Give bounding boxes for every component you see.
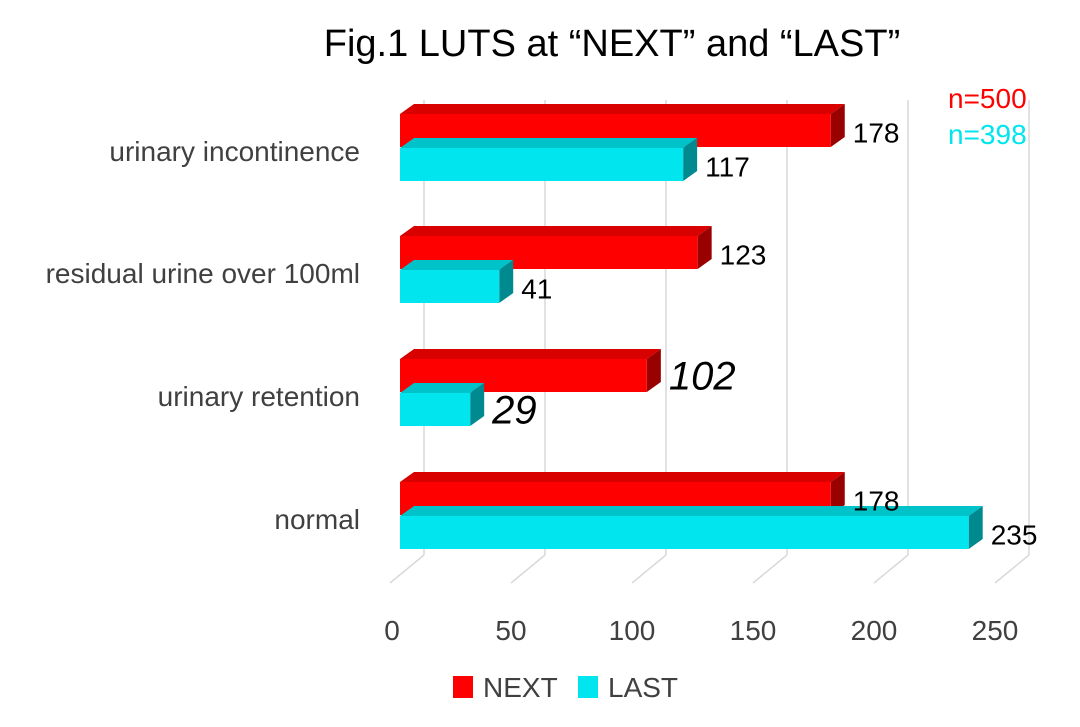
bar-side-last-urinary-retention	[470, 383, 485, 426]
bar-top-next-urinary-incontinence	[400, 104, 845, 114]
bar-side-next-urinary-retention	[646, 349, 661, 392]
floor-line-150	[752, 554, 788, 584]
x-tick-labels: 0 50 100 150 200 250	[384, 615, 1018, 646]
x-tick-250: 250	[972, 615, 1019, 646]
bar-top-next-normal	[400, 472, 845, 482]
bar-top-next-residual-urine-over-100ml	[400, 226, 712, 236]
x-tick-150: 150	[730, 615, 777, 646]
bar-last-urinary-incontinence	[400, 148, 684, 181]
bar-top-last-normal	[400, 506, 983, 516]
bar-top-last-residual-urine-over-100ml	[400, 260, 514, 270]
legend-swatch-next	[453, 676, 473, 698]
bar-side-next-urinary-incontinence	[830, 104, 845, 147]
floor-line-250	[994, 554, 1030, 584]
bars	[400, 104, 983, 549]
bar-last-urinary-retention	[400, 393, 471, 426]
bar-side-next-normal	[830, 472, 845, 515]
annotation-n-398: n=398	[948, 119, 1027, 150]
floor-line-200	[873, 554, 909, 584]
category-label-normal: normal	[274, 504, 360, 535]
floor-line-50	[510, 554, 546, 584]
value-labels: 178 117 123 41 102 29 178 235	[491, 118, 1037, 551]
value-label-last-urinary-incontinence: 117	[705, 152, 750, 183]
bar-top-last-urinary-retention	[400, 383, 485, 393]
legend-swatch-last	[578, 676, 598, 698]
bar-side-last-normal	[968, 506, 983, 549]
value-label-last-normal: 235	[991, 520, 1038, 551]
category-labels: urinary incontinence residual urine over …	[46, 136, 360, 535]
legend: NEXT LAST	[453, 672, 678, 703]
value-label-last-residual-urine-over-100ml: 41	[521, 274, 552, 305]
bar-last-normal	[400, 516, 969, 549]
chart-title: Fig.1 LUTS at “NEXT” and “LAST”	[324, 23, 901, 65]
value-label-next-urinary-retention: 102	[669, 355, 736, 399]
floor-line-0	[389, 554, 425, 584]
value-label-last-urinary-retention: 29	[491, 389, 537, 433]
value-label-next-urinary-incontinence: 178	[853, 118, 900, 149]
bar-last-residual-urine-over-100ml	[400, 270, 500, 303]
value-label-next-normal: 178	[853, 486, 900, 517]
value-label-next-residual-urine-over-100ml: 123	[720, 240, 767, 271]
annotations: n=500 n=398	[948, 83, 1027, 150]
legend-label-next: NEXT	[483, 672, 558, 703]
floor-line-100	[631, 554, 667, 584]
x-tick-50: 50	[495, 615, 526, 646]
legend-label-last: LAST	[608, 672, 678, 703]
bar-top-last-urinary-incontinence	[400, 138, 698, 148]
bar-side-last-urinary-incontinence	[683, 138, 698, 181]
annotation-n-500: n=500	[948, 83, 1027, 114]
bar-top-next-urinary-retention	[400, 349, 661, 359]
bar-side-next-residual-urine-over-100ml	[697, 226, 712, 269]
x-tick-0: 0	[384, 615, 400, 646]
category-label-residual-urine-over-100ml: residual urine over 100ml	[46, 258, 360, 289]
category-label-urinary-retention: urinary retention	[158, 381, 360, 412]
x-tick-200: 200	[851, 615, 898, 646]
category-label-urinary-incontinence: urinary incontinence	[109, 136, 360, 167]
x-tick-100: 100	[609, 615, 656, 646]
bar-side-last-residual-urine-over-100ml	[499, 260, 514, 303]
